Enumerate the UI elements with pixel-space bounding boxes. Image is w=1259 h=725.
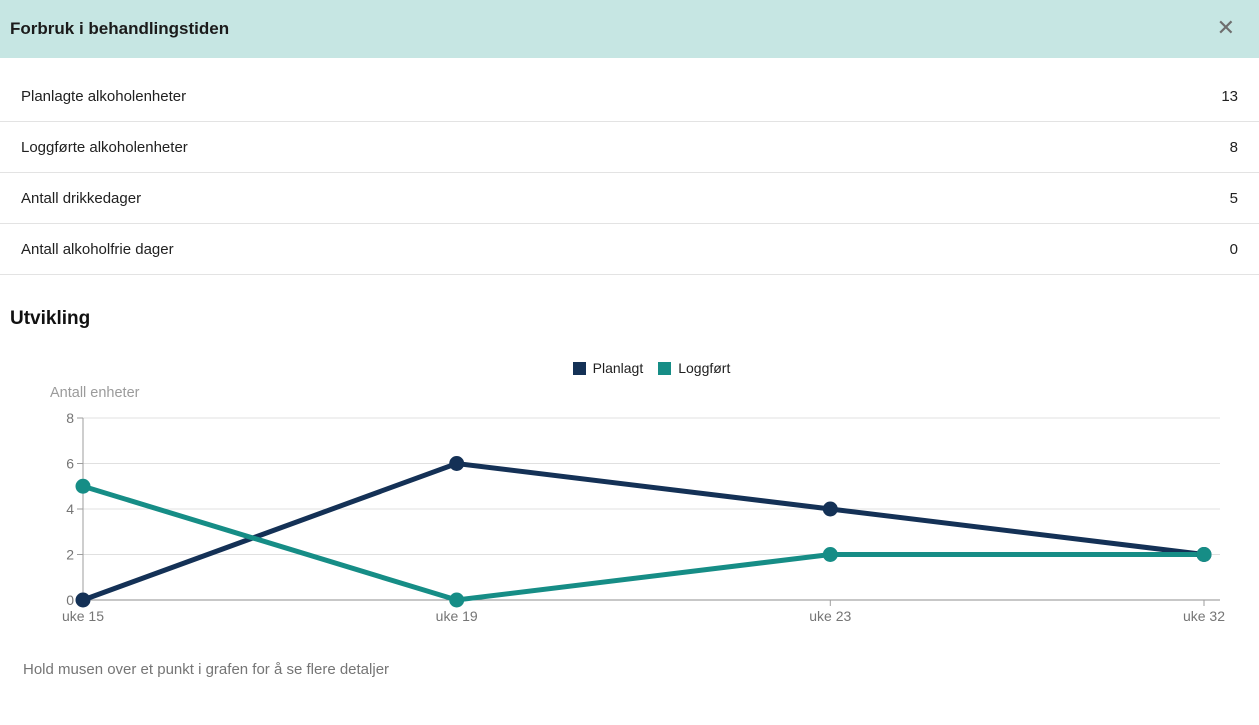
data-point-planlagt-uke-23[interactable] — [822, 501, 838, 517]
data-point-planlagt-uke-15[interactable] — [75, 592, 91, 608]
series-line-loggført — [82, 483, 1204, 603]
table-row: Antall alkoholfrie dager 0 — [0, 224, 1259, 275]
row-label: Antall alkoholfrie dager — [21, 240, 174, 258]
row-value: 8 — [1229, 138, 1238, 156]
data-point-loggført-uke-15[interactable] — [75, 478, 91, 494]
close-button[interactable]: ✕ — [1217, 18, 1235, 40]
legend-label: Planlagt — [592, 360, 644, 376]
legend-label: Loggført — [678, 360, 731, 376]
data-point-loggført-uke-19[interactable] — [449, 592, 465, 608]
dialog-header: Forbruk i behandlingstiden ✕ — [0, 0, 1259, 58]
x-tick-label: uke 19 — [436, 608, 478, 624]
data-point-loggført-uke-32[interactable] — [1196, 547, 1212, 562]
line-chart[interactable]: 0 2 4 6 8 uke 15 uke 19 uke 23 uke 32 — [0, 403, 1259, 635]
row-value: 0 — [1229, 240, 1238, 258]
y-tick-label: 2 — [66, 547, 74, 563]
section-title: Utvikling — [10, 308, 91, 329]
legend-swatch-icon — [658, 361, 672, 375]
y-tick-label: 4 — [66, 501, 74, 517]
row-value: 13 — [1221, 87, 1238, 105]
legend-item-planlagt: Planlagt — [572, 360, 644, 376]
data-point-loggført-uke-23[interactable] — [822, 547, 838, 562]
row-value: 5 — [1229, 189, 1238, 207]
x-tick-label: uke 15 — [62, 608, 104, 624]
row-label: Planlagte alkoholenheter — [21, 87, 187, 105]
close-icon: ✕ — [1216, 16, 1235, 41]
hover-hint: Hold musen over et punkt i grafen for å … — [23, 661, 390, 678]
legend-item-loggført: Loggført — [658, 360, 730, 376]
x-tick-label: uke 32 — [1183, 608, 1225, 624]
consumption-dialog: Forbruk i behandlingstiden ✕ Planlagte a… — [0, 0, 1259, 678]
table-row: Planlagte alkoholenheter 13 — [0, 71, 1259, 122]
row-label: Loggførte alkoholenheter — [21, 138, 188, 156]
y-tick-label: 6 — [66, 456, 74, 472]
row-label: Antall drikkedager — [21, 189, 142, 207]
series-line-planlagt — [82, 460, 1205, 603]
data-point-planlagt-uke-19[interactable] — [449, 456, 465, 471]
chart-legend: Planlagt Loggført — [83, 360, 1220, 376]
y-tick-label: 8 — [66, 410, 74, 426]
y-tick-label: 0 — [66, 592, 74, 608]
page-title: Forbruk i behandlingstiden — [10, 19, 230, 38]
legend-swatch-icon — [572, 361, 586, 375]
summary-table: Planlagte alkoholenheter 13 Loggførte alko… — [0, 58, 1259, 275]
table-row: Loggførte alkoholenheter 8 — [0, 122, 1259, 173]
x-tick-label: uke 23 — [809, 608, 851, 624]
y-axis-title: Antall enheter — [50, 385, 140, 401]
table-row: Antall drikkedager 5 — [0, 173, 1259, 224]
